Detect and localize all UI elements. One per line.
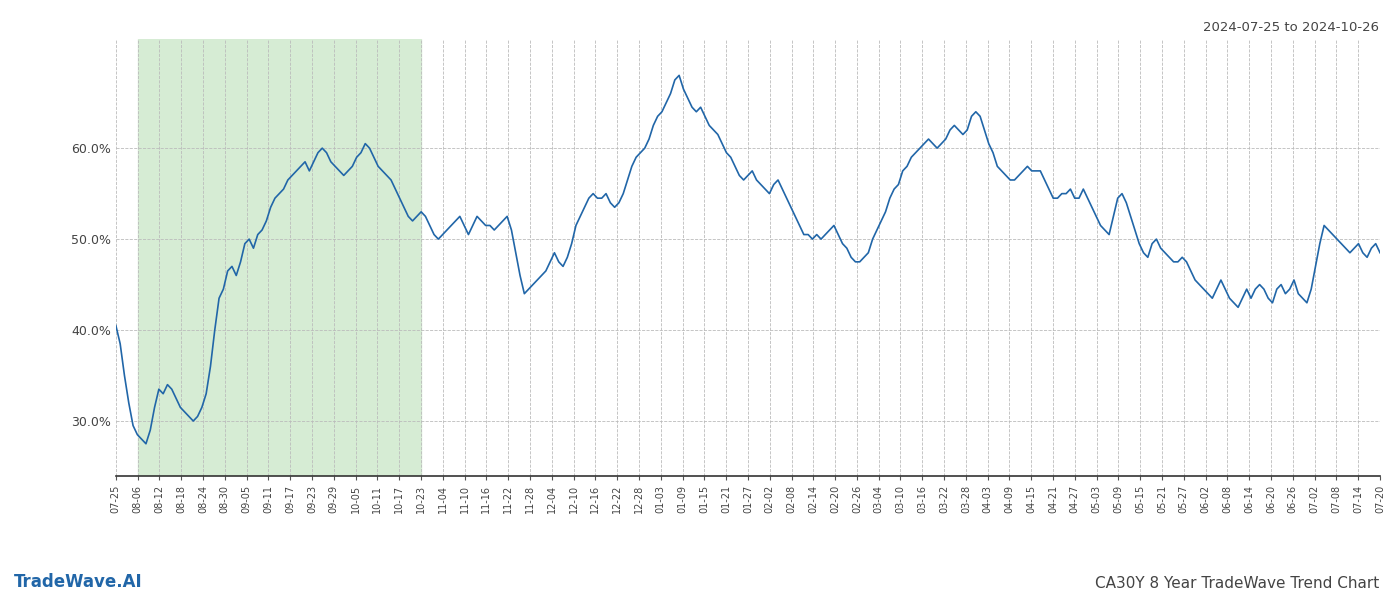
Bar bbox=[137, 39, 421, 476]
Text: 2024-07-25 to 2024-10-26: 2024-07-25 to 2024-10-26 bbox=[1203, 21, 1379, 34]
Text: TradeWave.AI: TradeWave.AI bbox=[14, 573, 143, 591]
Text: CA30Y 8 Year TradeWave Trend Chart: CA30Y 8 Year TradeWave Trend Chart bbox=[1095, 576, 1379, 591]
